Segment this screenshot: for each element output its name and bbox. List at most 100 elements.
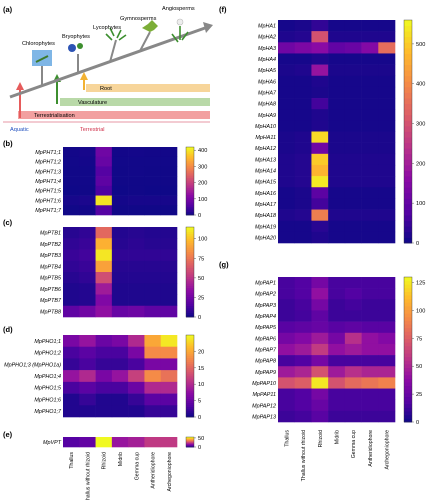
heatmap-f-cell (278, 42, 296, 54)
heatmap-d-cell (79, 370, 96, 383)
heatmap-c-cell (95, 249, 113, 262)
liverwort-icon (77, 43, 83, 49)
heatmap-f-cell (328, 209, 346, 221)
heatmap-g-cell (378, 277, 396, 289)
colorbar-b-segment (186, 148, 194, 151)
heatmap-g-cell (278, 377, 296, 389)
colorbar-b-segment (186, 184, 194, 187)
colorbar-d-segment (186, 351, 194, 354)
heatmap-d-cell (128, 370, 145, 383)
heatmap-c-cell (63, 238, 80, 250)
branch-gymnosperms (139, 31, 151, 52)
heatmap-f-cell (311, 75, 329, 88)
heatmap-b-row-label: MpPHT1;3 (35, 169, 61, 175)
tissue-label: Archegoniophore (385, 430, 391, 470)
heatmap-d-cell (160, 381, 178, 394)
heatmap-g-cell (278, 299, 296, 311)
colorbar-f-segment (404, 137, 412, 144)
heatmap-g-row-label: MpPAP13 (252, 414, 276, 420)
heatmap-f-cell (344, 109, 362, 121)
heatmap-f-cell (361, 187, 379, 199)
colorbar-b-segment (186, 187, 194, 190)
colorbar-g-segment (404, 414, 412, 419)
heatmap-b-cell (95, 156, 113, 167)
colorbar-g-segment (404, 389, 412, 394)
colorbar-f-segment (404, 36, 412, 43)
colorbar-d-tick-label: 5 (198, 399, 201, 405)
heatmap-g-cell (278, 355, 296, 367)
colorbar-g-segment (404, 411, 412, 416)
colorbar-f-segment (404, 237, 412, 244)
heatmap-d-cell (160, 346, 178, 359)
heatmap-d-cell (79, 381, 96, 394)
heatmap-e-cell (111, 437, 129, 448)
colorbar-c-segment (186, 267, 194, 271)
heatmap-c-cell (111, 238, 129, 250)
colorbar-c-segment (186, 294, 194, 298)
colorbar-c-segment (186, 276, 194, 280)
heatmap-c-cell (111, 272, 129, 284)
heatmap-c-cell (144, 294, 162, 307)
colorbar-d-segment (186, 339, 194, 342)
heatmap-b-cell (79, 166, 96, 177)
heatmap-c-row-label: MpPTB3 (40, 253, 61, 259)
colorbar-b-tick-label: 200 (198, 181, 207, 187)
colorbar-b-tick-label: 300 (198, 164, 207, 170)
colorbar-f-segment (404, 20, 412, 26)
heatmap-b-cell (144, 166, 162, 177)
colorbar-g-segment (404, 400, 412, 405)
heatmap-f-cell (328, 164, 346, 177)
heatmap-c-cell (63, 305, 80, 318)
colorbar-g-tick-label: 125 (416, 281, 425, 287)
heatmap-g-row-label: MpPAP11 (253, 392, 276, 398)
heatmap-g-row-label: MpPAP5 (255, 325, 277, 331)
heatmap-f-cell (361, 142, 379, 155)
panel-label-a: (a) (3, 5, 13, 14)
heatmap-c-cell (144, 260, 162, 273)
tissue-labels-left: Thallus Thallus without rhizoid Rhizoid Mid… (69, 452, 173, 500)
colorbar-c-segment (186, 238, 194, 241)
heatmap-f-cell (278, 209, 296, 221)
colorbar-f-segment (404, 25, 412, 32)
colorbar-c-segment (186, 263, 194, 266)
colorbar-d-segment (186, 345, 194, 348)
colorbar-d-segment (186, 390, 194, 393)
heatmap-f-cell (278, 176, 296, 188)
colorbar-c-segment (186, 229, 194, 232)
heatmap-f-cell (378, 231, 396, 244)
heatmap-g-cell (344, 355, 362, 367)
heatmap-d-cell (144, 335, 162, 348)
heatmap-e: MpVPT 0 50 (43, 436, 204, 451)
habitat-aquatic: Aquatic (10, 127, 29, 133)
heatmap-b-cell (63, 185, 80, 196)
heatmap-f-cell (361, 176, 379, 188)
heatmap-b-cell (144, 176, 162, 187)
colorbar-f-segment (404, 192, 412, 199)
colorbar-f-segment (404, 159, 412, 166)
colorbar-f-segment (404, 31, 412, 38)
heatmap-d-cell (63, 370, 80, 383)
heatmap-f-row-label: MpHA18 (255, 213, 276, 219)
colorbar-f-segment (404, 47, 412, 54)
heatmap-f-cell (344, 231, 362, 244)
colorbar-g-segment (404, 367, 412, 372)
colorbar-g-frame (403, 276, 413, 423)
colorbar-c-segment (186, 299, 194, 302)
colorbar-g-segment (404, 393, 412, 398)
group-angiosperms: Angiosperms (162, 6, 195, 12)
heatmap-g-cell (378, 321, 396, 334)
heatmap-g-cell (278, 277, 296, 289)
colorbar-c-segment (186, 254, 194, 257)
colorbar-g-segment (404, 309, 412, 314)
colorbar-g-segment (404, 291, 412, 296)
colorbar-d-segment (186, 388, 194, 391)
colorbar-d-segment (186, 365, 194, 369)
colorbar-d-segment (186, 402, 194, 406)
colorbar-b-segment (186, 198, 194, 201)
colorbar-d-segment (186, 384, 194, 387)
colorbar-c-segment (186, 303, 194, 307)
heatmap-g-cell (361, 299, 379, 311)
colorbar-f-segment (404, 148, 412, 155)
colorbar-g-segment (404, 418, 412, 423)
colorbar-g-segment (404, 277, 412, 282)
